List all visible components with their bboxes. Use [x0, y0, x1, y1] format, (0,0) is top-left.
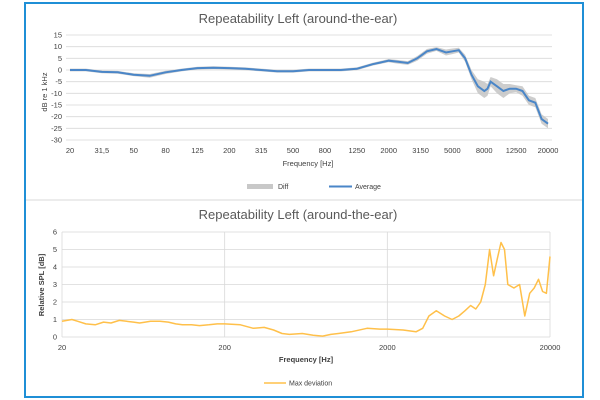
y-tick-label: 0	[58, 66, 62, 75]
chart-bottom-y-label: Relative SPL [dB]	[37, 253, 46, 316]
chart-top: Repeatability Left (around-the-ear) -30-…	[40, 11, 558, 191]
y-tick-label: 10	[54, 42, 62, 51]
chart-bottom-y-ticks: 0 1 2 3 4 5 6	[53, 228, 57, 342]
y-tick-label: 2	[53, 298, 57, 307]
x-tick-label: 200	[218, 343, 231, 352]
chart-top-x-ticks: 20 31,5 50 80 125 200 315 500 800 1250 2000 3150 500…	[66, 146, 559, 155]
x-tick-label: 20000	[540, 343, 561, 352]
x-tick-label: 80	[161, 146, 169, 155]
x-tick-label: 800	[319, 146, 332, 155]
x-tick-label: 200	[223, 146, 236, 155]
chart-bottom-x-ticks: 20 200 2000 20000	[58, 343, 561, 352]
x-tick-label: 20	[66, 146, 74, 155]
x-tick-label: 31,5	[95, 146, 110, 155]
chart-top-x-label: Frequency [Hz]	[283, 159, 334, 168]
x-tick-label: 1250	[348, 146, 365, 155]
x-tick-label: 20	[58, 343, 66, 352]
chart-bottom: Repeatability Left (around-the-ear) 0 1 2 3…	[37, 207, 560, 388]
chart-bottom-legend: Max deviation	[264, 381, 332, 388]
x-tick-label: 2000	[380, 146, 397, 155]
y-tick-label: 3	[53, 280, 57, 289]
y-tick-label: 5	[58, 54, 62, 63]
chart-top-y-label: dB re 1 kHz	[40, 72, 49, 111]
chart-bottom-grid	[61, 231, 551, 338]
x-tick-label: 3150	[412, 146, 429, 155]
y-tick-label: -20	[51, 112, 62, 121]
x-tick-label: 12500	[506, 146, 527, 155]
y-tick-label: 4	[53, 263, 57, 272]
chart-top-title: Repeatability Left (around-the-ear)	[199, 11, 398, 26]
series-average-line	[70, 47, 549, 125]
x-tick-label: 315	[255, 146, 268, 155]
legend-diff-label: Diff	[278, 184, 288, 191]
y-tick-label: -15	[51, 101, 62, 110]
chart-top-y-ticks: -30 -25 -20 -15 -10 -5 0 5 10 15	[51, 31, 62, 145]
legend-average-label: Average	[355, 184, 381, 191]
x-tick-label: 125	[191, 146, 204, 155]
y-tick-label: -30	[51, 136, 62, 145]
x-tick-label: 500	[287, 146, 300, 155]
y-tick-label: 1	[53, 315, 57, 324]
y-tick-label: 15	[54, 31, 62, 40]
y-tick-label: -10	[51, 89, 62, 98]
series-max-deviation-line	[61, 241, 551, 337]
y-tick-label: 0	[53, 333, 57, 342]
x-tick-label: 50	[130, 146, 138, 155]
x-tick-label: 8000	[476, 146, 493, 155]
y-tick-label: -5	[55, 77, 62, 86]
legend-max-deviation-label: Max deviation	[289, 381, 332, 388]
x-tick-label: 20000	[538, 146, 559, 155]
y-tick-label: 5	[53, 245, 57, 254]
x-tick-label: 5000	[444, 146, 461, 155]
chart-bottom-title: Repeatability Left (around-the-ear)	[199, 207, 398, 222]
chart-top-legend: Diff Average	[247, 184, 381, 191]
y-tick-label: 6	[53, 228, 57, 237]
chart-bottom-x-label: Frequency [Hz]	[279, 355, 334, 364]
x-tick-label: 2000	[379, 343, 396, 352]
y-tick-label: -25	[51, 124, 62, 133]
legend-diff-swatch	[247, 184, 273, 189]
